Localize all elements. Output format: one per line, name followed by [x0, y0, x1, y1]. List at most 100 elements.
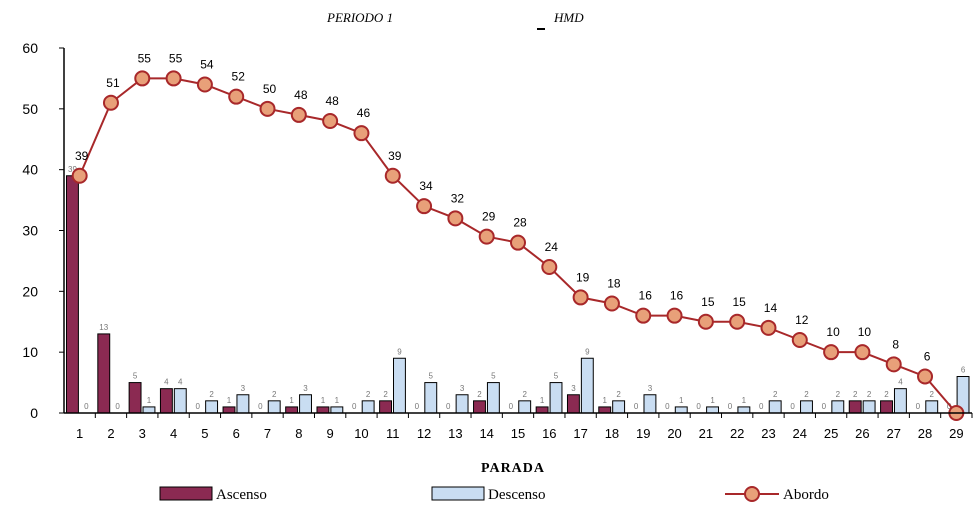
abordo-label: 39: [388, 149, 402, 163]
abordo-point: [791, 332, 808, 348]
y-tick-label: 10: [22, 344, 38, 360]
bar-descenso-label: 3: [303, 384, 308, 393]
bar-ascenso: [535, 406, 549, 414]
bar-descenso-label: 1: [679, 396, 684, 405]
abordo-label: 8: [892, 337, 899, 351]
abordo-label: 50: [263, 82, 277, 96]
bar-ascenso: [285, 406, 299, 414]
bar-ascenso: [379, 400, 393, 414]
legend: Ascenso Descenso Abordo: [159, 486, 829, 503]
x-tick-label: 26: [855, 426, 869, 441]
bar-ascenso-label: 0: [634, 402, 639, 411]
bar-descenso: [205, 400, 219, 414]
y-tick-label: 50: [22, 101, 38, 117]
legend-ascenso-label: Ascenso: [216, 487, 267, 503]
bar-ascenso-label: 0: [916, 402, 921, 411]
bar-ascenso-label: 0: [415, 402, 420, 411]
x-tick-label: 12: [417, 426, 431, 441]
bar-descenso-label: 3: [241, 384, 246, 393]
bar-descenso: [361, 400, 375, 414]
bar-descenso-label: 2: [522, 390, 527, 399]
bar-descenso: [330, 406, 344, 414]
x-tick-label: 18: [605, 426, 619, 441]
abordo-point: [290, 106, 307, 123]
abordo-point: [102, 94, 119, 111]
bar-descenso-label: 2: [366, 390, 371, 399]
abordo-point: [666, 307, 683, 324]
bar-descenso: [674, 406, 688, 414]
chart-title: PERIODO 1 HMD: [326, 10, 584, 30]
abordo-label: 15: [732, 295, 746, 309]
bar-descenso: [549, 382, 563, 414]
bar-ascenso-label: 0: [352, 402, 357, 411]
abordo-point: [165, 70, 182, 87]
bar-descenso: [612, 400, 626, 414]
bar-descenso-label: 2: [209, 390, 214, 399]
legend-ascenso-swatch: [159, 486, 213, 501]
bar-descenso-label: 9: [397, 347, 402, 356]
bar-ascenso-label: 39: [68, 165, 77, 174]
bar-descenso: [862, 400, 876, 414]
bar-descenso-label: 1: [742, 396, 747, 405]
abordo-point: [322, 113, 339, 129]
x-tick-label: 20: [667, 426, 681, 441]
bar-descenso-label: 2: [836, 390, 841, 399]
bar-ascenso-label: 0: [759, 402, 764, 411]
x-tick-label: 7: [264, 426, 271, 441]
abordo-label: 46: [357, 106, 371, 120]
y-tick-label: 20: [22, 283, 38, 299]
x-tick-label: 16: [542, 426, 556, 441]
x-tick-label: 6: [233, 426, 240, 441]
abordo-label: 32: [451, 191, 465, 205]
abordo-label: 55: [138, 51, 152, 65]
abordo-point: [228, 88, 245, 105]
x-tick-label: 3: [139, 426, 146, 441]
bar-ascenso: [97, 333, 111, 414]
bar-ascenso: [598, 406, 612, 414]
abordo-point: [854, 344, 871, 361]
bar-descenso: [893, 388, 907, 414]
bar-ascenso: [128, 382, 142, 414]
abordo-point: [478, 228, 495, 245]
abordo-label: 16: [670, 289, 684, 303]
bar-descenso: [518, 400, 532, 414]
x-tick-label: 24: [793, 426, 807, 441]
bar-descenso-label: 4: [898, 378, 903, 387]
bar-descenso-label: 0: [84, 402, 89, 411]
bar-descenso-label: 2: [272, 390, 277, 399]
abordo-point: [353, 125, 370, 142]
bar-descenso-label: 2: [930, 390, 935, 399]
abordo-label: 48: [325, 94, 339, 108]
abordo-point: [71, 167, 88, 184]
abordo-point: [572, 289, 589, 306]
bar-ascenso: [66, 175, 79, 414]
bar-descenso-label: 3: [460, 384, 465, 393]
bar-descenso-label: 2: [616, 390, 621, 399]
abordo-label: 18: [607, 277, 621, 291]
bar-descenso: [925, 400, 939, 414]
abordo-label: 52: [232, 70, 246, 84]
bar-ascenso-label: 0: [195, 402, 200, 411]
abordo-label: 12: [795, 313, 809, 327]
bar-descenso: [768, 400, 782, 414]
bar-descenso: [455, 394, 469, 414]
abordo-point: [134, 70, 151, 87]
legend-descenso-swatch: [431, 486, 485, 501]
x-tick-label: 15: [511, 426, 525, 441]
bar-descenso: [173, 388, 187, 414]
x-tick-label: 29: [949, 426, 963, 441]
x-tick-label: 1: [76, 426, 83, 441]
abordo-label: 10: [858, 325, 872, 339]
legend-abordo-marker: [744, 486, 760, 502]
bar-descenso: [424, 382, 438, 414]
abordo-point: [729, 313, 746, 330]
bar-descenso: [142, 406, 156, 414]
y-tick-label: 30: [22, 223, 38, 239]
abordo-label: 29: [482, 210, 496, 224]
bar-ascenso-label: 0: [822, 402, 827, 411]
bar-ascenso: [159, 388, 173, 414]
y-tick-label: 40: [22, 162, 38, 178]
